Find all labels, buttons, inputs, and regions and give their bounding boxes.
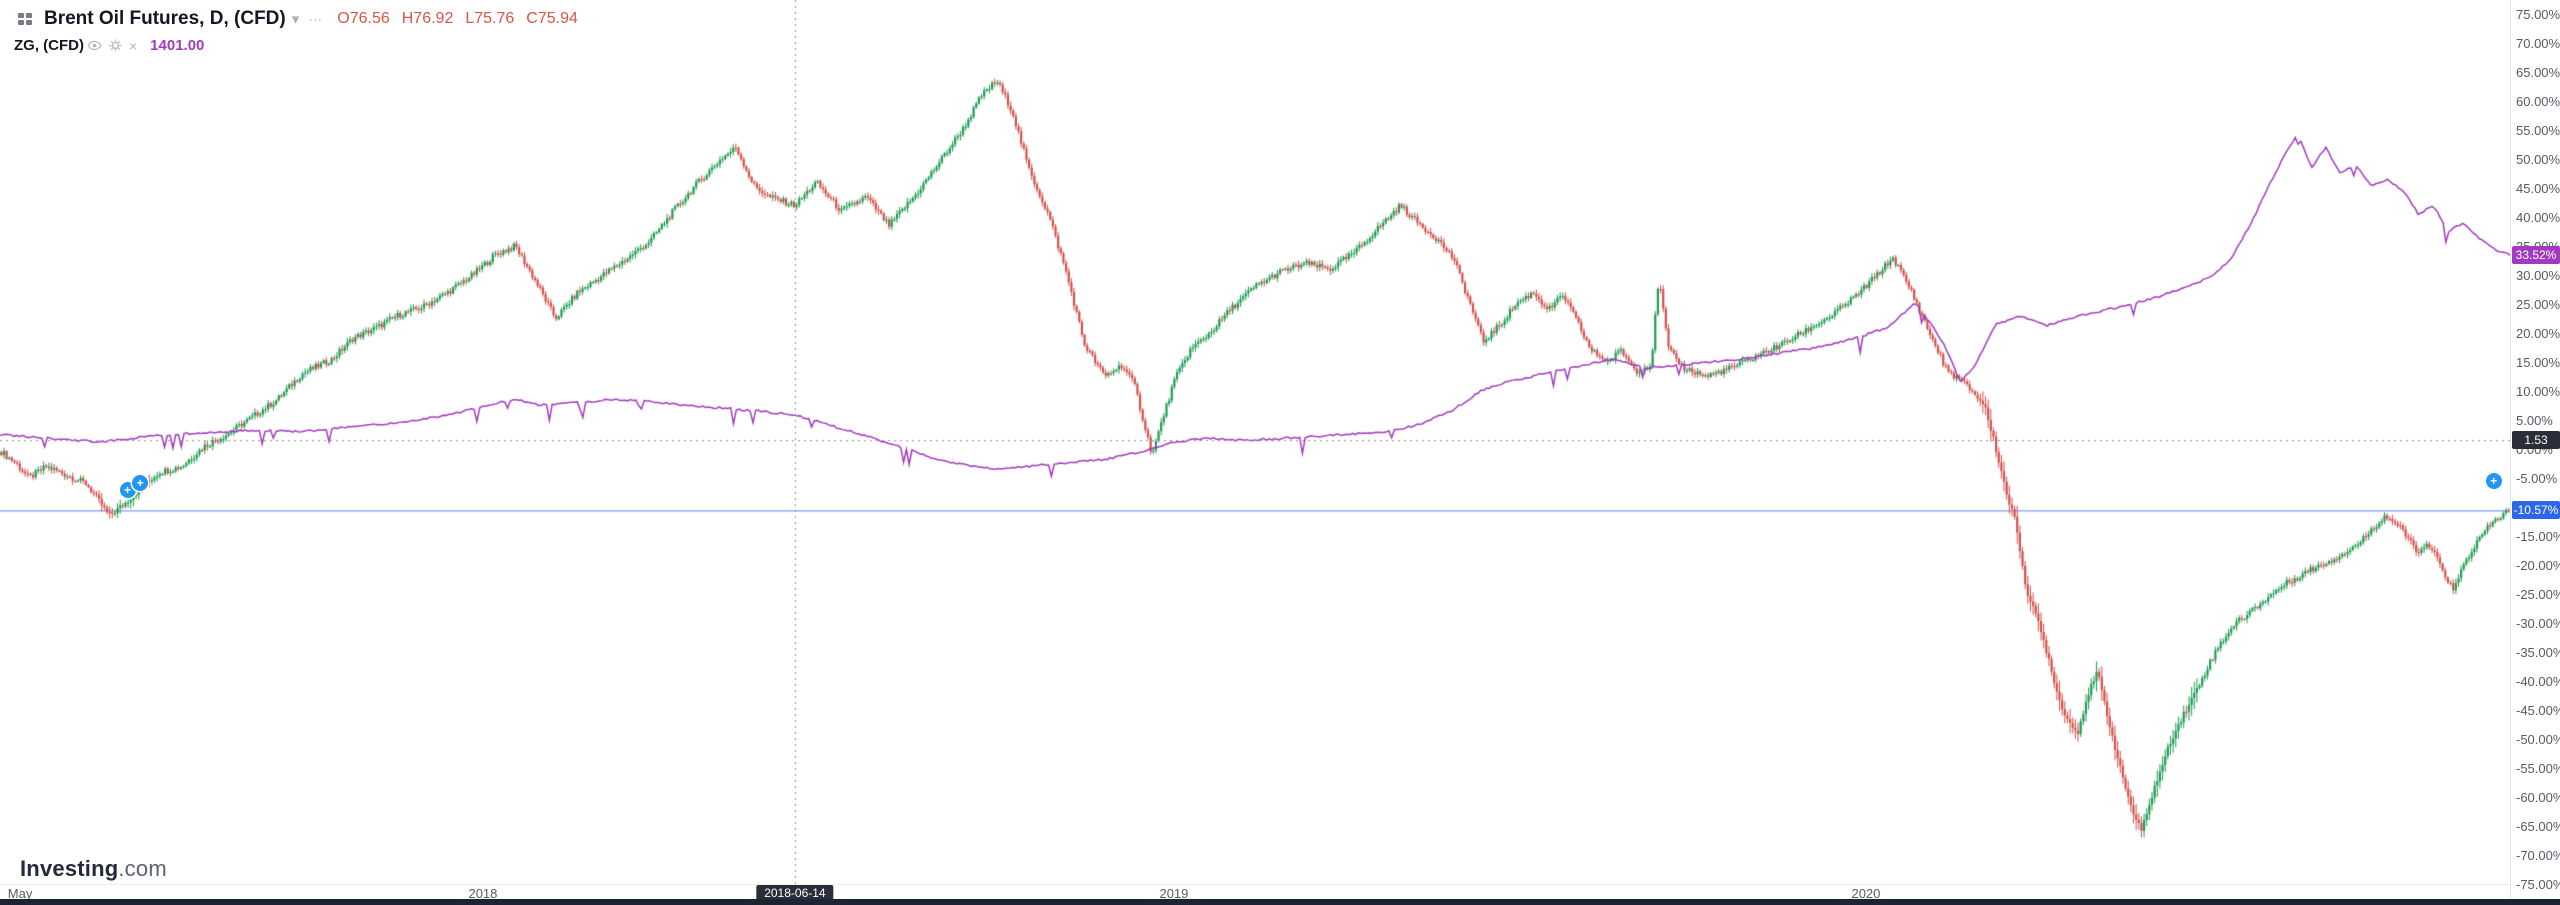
ohlc-high: H76.92 [401, 10, 454, 27]
y-axis-tick-label: 55.00% [2516, 123, 2560, 138]
main-symbol-legend-row[interactable]: Brent Oil Futures, D, (CFD) ▾ ⋯ O76.56 H… [14, 8, 578, 30]
y-axis-tick-label: -65.00% [2516, 819, 2560, 834]
ohlc-low: L75.76 [465, 10, 515, 27]
y-axis-tick-label: 15.00% [2516, 355, 2560, 370]
chevron-down-icon[interactable]: ▾ [291, 11, 300, 28]
y-axis-tick-label: -45.00% [2516, 703, 2560, 718]
y-axis-tick-label: 5.00% [2516, 413, 2553, 428]
y-axis-tick-label: -50.00% [2516, 732, 2560, 747]
chart-marker[interactable]: + [119, 482, 136, 499]
compare-symbol-title[interactable]: ZG, (CFD) [14, 37, 84, 54]
y-axis-tick-label: 40.00% [2516, 210, 2560, 225]
ohlc-close: C75.94 [526, 10, 578, 27]
y-axis-tick-label: 65.00% [2516, 65, 2560, 80]
logo-tld-text: .com [118, 856, 167, 881]
crosshair-price-badge: 1.53 [2512, 431, 2560, 450]
y-axis-tick-label: 50.00% [2516, 152, 2560, 167]
y-axis-tick-label: 75.00% [2516, 7, 2560, 22]
compare-symbol-value: 1401.00 [150, 37, 205, 54]
y-axis-tick-label: -40.00% [2516, 674, 2560, 689]
compare-symbol-legend-row[interactable]: ZG, (CFD) × 1401.00 [14, 37, 578, 54]
y-axis-tick-label: -30.00% [2516, 616, 2560, 631]
y-axis-tick-label: 45.00% [2516, 181, 2560, 196]
y-axis-tick-label: -75.00% [2516, 877, 2560, 892]
chart-marker[interactable]: + [2485, 473, 2502, 490]
compare-last-value-badge: 33.52% [2512, 245, 2560, 264]
crosshair-date-badge: 2018-06-14 [756, 885, 834, 901]
close-icon[interactable]: × [128, 37, 138, 54]
time-axis[interactable]: May 2018 2019 2020 2018-06-14 [0, 884, 2510, 901]
y-axis-tick-label: -70.00% [2516, 848, 2560, 863]
y-axis-tick-label: 30.00% [2516, 268, 2560, 283]
y-axis-tick-label: -55.00% [2516, 761, 2560, 776]
y-axis-tick-label: 25.00% [2516, 297, 2560, 312]
more-options-icon[interactable]: ⋯ [308, 11, 323, 27]
chart-legend: Brent Oil Futures, D, (CFD) ▾ ⋯ O76.56 H… [14, 8, 578, 54]
ohlc-open: O76.56 [337, 10, 390, 27]
price-axis[interactable]: 75.00% 70.00% 65.00% 60.00% 55.00% 50.00% 45.0… [2510, 0, 2560, 905]
time-axis-label: 2019 [1159, 886, 1189, 901]
time-axis-label: 2020 [1851, 886, 1881, 901]
investing-logo[interactable]: Investing.com [20, 856, 167, 882]
y-axis-tick-label: -5.00% [2516, 471, 2558, 486]
y-axis-tick-label: 20.00% [2516, 326, 2560, 341]
y-axis-tick-label: -35.00% [2516, 645, 2560, 660]
last-value-badge: -10.57% [2512, 501, 2560, 520]
y-axis-tick-label: -60.00% [2516, 790, 2560, 805]
time-axis-label: May [7, 886, 33, 901]
y-axis-tick-label: 10.00% [2516, 384, 2560, 399]
time-axis-label: 2018 [468, 886, 498, 901]
y-axis-tick-label: 70.00% [2516, 36, 2560, 51]
y-axis-tick-label: -25.00% [2516, 587, 2560, 602]
logo-brand-text: Investing [20, 856, 119, 881]
chart-marker[interactable]: + [132, 475, 149, 492]
y-axis-tick-label: 60.00% [2516, 94, 2560, 109]
bottom-scrollbar[interactable] [0, 899, 2560, 905]
eye-icon[interactable] [87, 38, 102, 53]
y-axis-tick-label: -15.00% [2516, 529, 2560, 544]
y-axis-tick-label: -20.00% [2516, 558, 2560, 573]
symbol-title[interactable]: Brent Oil Futures, D, (CFD) [44, 8, 286, 29]
symbol-menu-icon[interactable] [17, 11, 33, 27]
settings-icon[interactable] [108, 38, 123, 53]
